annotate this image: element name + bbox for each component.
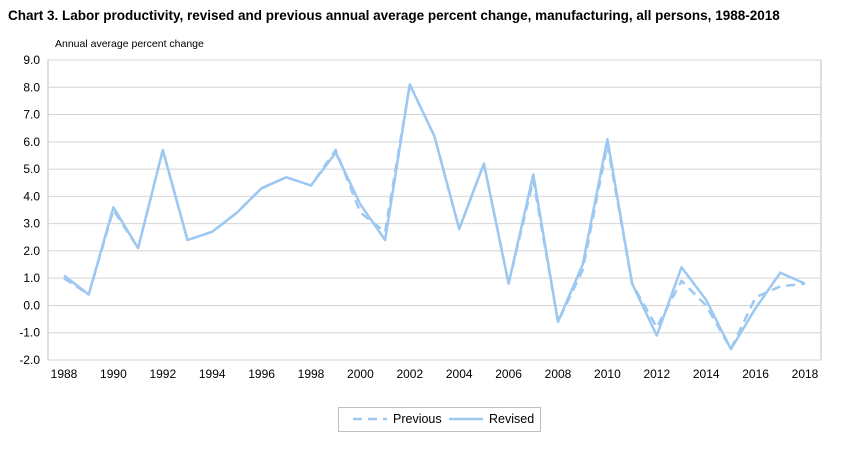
legend-label-revised: Revised <box>489 412 535 426</box>
y-tick-label: 9.0 <box>23 53 40 67</box>
series-line-revised <box>63 83 806 351</box>
y-axis-ticks: 9.0 8.0 7.0 6.0 5.0 4.0 3.0 2.0 1.0 0.0 -1.0 -2.0 <box>19 53 40 367</box>
series-line-previous <box>63 83 806 351</box>
legend-swatch-previous <box>353 417 387 421</box>
x-tick-label: 1998 <box>298 367 325 381</box>
x-axis-ticks: 1988 1990 1992 1994 1996 1998 2000 2002 2004 2006… <box>51 367 819 381</box>
x-tick-label: 2012 <box>643 367 670 381</box>
x-tick-label: 2008 <box>545 367 572 381</box>
y-tick-label: -2.0 <box>19 353 40 367</box>
legend-label-previous: Previous <box>393 412 442 426</box>
legend: Previous Revised <box>338 407 541 432</box>
y-tick-label: -1.0 <box>19 326 40 340</box>
x-tick-label: 2018 <box>792 367 819 381</box>
legend-item-revised: Revised <box>449 412 534 426</box>
y-tick-label: 8.0 <box>23 80 40 94</box>
x-tick-label: 2010 <box>594 367 621 381</box>
gridlines <box>48 59 821 361</box>
plot-area <box>47 59 822 361</box>
line-chart: 9.0 8.0 7.0 6.0 5.0 4.0 3.0 2.0 1.0 0.0 -1.0 -2.0 1… <box>19 38 822 381</box>
legend-item-previous: Previous <box>353 412 442 426</box>
y-axis-label: Annual average percent change <box>55 38 204 50</box>
x-tick-label: 1990 <box>100 367 127 381</box>
series-lines <box>63 83 806 351</box>
x-tick-label: 2004 <box>446 367 473 381</box>
x-tick-label: 1988 <box>51 367 78 381</box>
y-tick-label: 3.0 <box>23 217 40 231</box>
y-tick-label: 1.0 <box>23 271 40 285</box>
legend-swatch-revised <box>449 417 483 421</box>
y-tick-label: 2.0 <box>23 244 40 258</box>
x-tick-label: 2006 <box>495 367 522 381</box>
x-tick-label: 1996 <box>248 367 275 381</box>
x-tick-label: 2016 <box>742 367 769 381</box>
x-tick-label: 2000 <box>347 367 374 381</box>
x-tick-label: 2002 <box>396 367 423 381</box>
y-tick-label: 4.0 <box>23 189 40 203</box>
x-tick-label: 2014 <box>693 367 720 381</box>
x-tick-label: 1994 <box>199 367 226 381</box>
y-tick-label: 0.0 <box>23 298 40 312</box>
chart-title: Chart 3. Labor productivity, revised and… <box>8 8 780 23</box>
y-tick-label: 6.0 <box>23 135 40 149</box>
y-tick-label: 5.0 <box>23 162 40 176</box>
y-tick-label: 7.0 <box>23 108 40 122</box>
x-tick-label: 1992 <box>149 367 176 381</box>
